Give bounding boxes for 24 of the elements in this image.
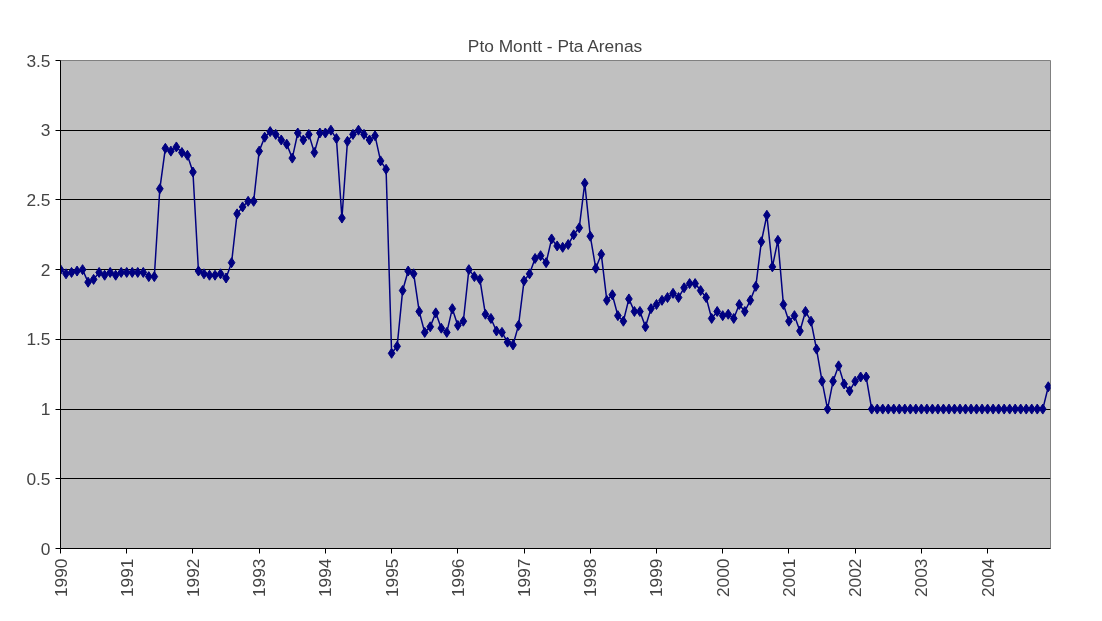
x-tick-label: 1990 — [50, 558, 71, 598]
x-tick-label: 1995 — [381, 558, 402, 598]
x-tick-label: 2004 — [977, 558, 998, 598]
x-tick-label: 2003 — [911, 558, 932, 598]
x-tick-label: 1996 — [447, 558, 468, 598]
x-tick-label: 1992 — [182, 558, 203, 598]
y-tick-label: 1.5 — [26, 329, 51, 350]
y-tick-label: 1 — [40, 399, 51, 420]
x-tick-label: 1991 — [116, 558, 137, 598]
y-tick-label: 3.5 — [26, 50, 51, 71]
y-tick-label: 0.5 — [26, 468, 51, 489]
y-tick-label: 3 — [40, 120, 51, 141]
y-tick-label: 0 — [40, 538, 51, 559]
y-tick-label: 2.5 — [26, 189, 51, 210]
x-tick-label: 1998 — [580, 558, 601, 598]
x-tick-label: 1997 — [514, 558, 535, 598]
x-tick-label: 1999 — [646, 558, 667, 598]
x-tick-label: 2002 — [845, 558, 866, 598]
x-tick-label: 1993 — [249, 558, 270, 598]
x-tick-label: 1994 — [315, 558, 336, 598]
x-tick-label: 2000 — [712, 558, 733, 598]
x-tick-label: 2001 — [778, 558, 799, 598]
y-tick-label: 2 — [40, 259, 51, 280]
chart-title: Pto Montt - Pta Arenas — [467, 35, 643, 56]
